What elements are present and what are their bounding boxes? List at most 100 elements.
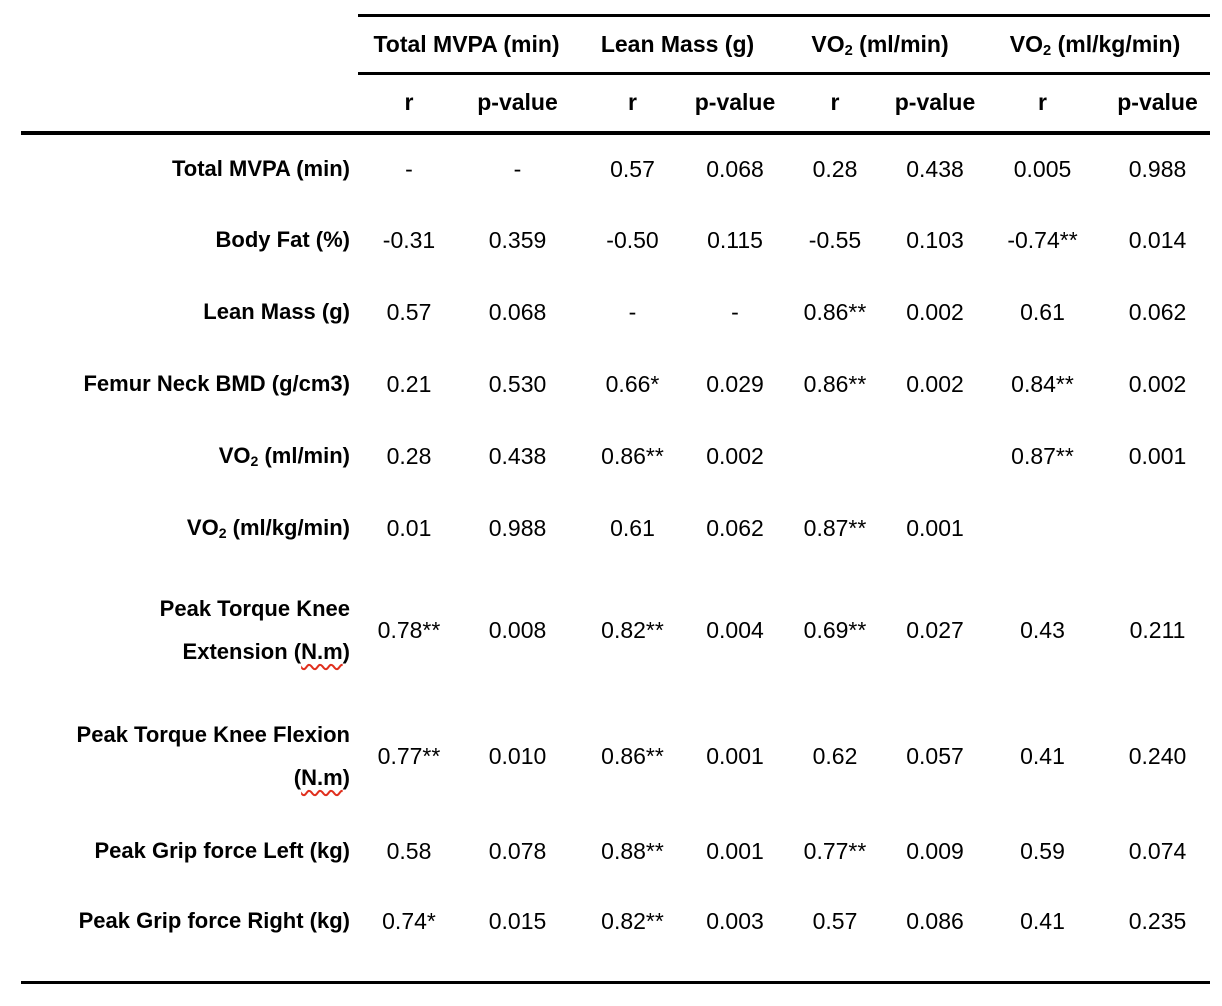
row-label-line1: Lean Mass (g)	[21, 291, 350, 334]
col-group-label: VO	[811, 31, 845, 57]
table-cell: -	[731, 299, 739, 325]
table-row: Total MVPA (min) - - 0.57 0.068 0.28 0.4…	[21, 133, 1210, 205]
table-cell: 0.068	[488, 299, 547, 325]
table-cell: -0.50	[606, 227, 659, 253]
row-label-text: Peak Torque Knee Flexion	[76, 721, 350, 747]
row-label: Femur Neck BMD (g/cm3)	[21, 349, 358, 421]
table-cell: 0.43	[1020, 617, 1065, 643]
row-label: Peak Grip force Left (kg)	[21, 817, 358, 887]
row-label: Total MVPA (min)	[21, 133, 358, 205]
row-label-text: Body Fat (%)	[215, 227, 350, 253]
table-cell: 0.001	[906, 515, 964, 541]
col-group-vo2-ml-min: VO2 (ml/min)	[780, 14, 981, 75]
table-cell: 0.74*	[358, 886, 460, 984]
col-group-label: Total MVPA (min)	[373, 31, 560, 57]
table-cell: 0.57	[386, 299, 432, 325]
correlation-table: Total MVPA (min) Lean Mass (g) VO2 (ml/m…	[21, 14, 1211, 984]
table-cell: 0.086	[890, 886, 981, 984]
row-label-text: (	[293, 764, 302, 790]
table-cell: 0.86**	[601, 743, 664, 769]
table-cell: 0.61	[610, 515, 655, 541]
table-cell: 0.068	[706, 156, 764, 182]
table-cell: 0.66*	[605, 371, 660, 397]
table-cell: 0.86**	[803, 371, 867, 397]
table-cell: 0.001	[706, 838, 764, 864]
row-label-text-post: (ml/min)	[258, 443, 350, 469]
col-subheader-p: p-value	[890, 73, 981, 135]
table-cell: 0.01	[386, 515, 432, 541]
col-group-label-post: (ml/kg/min)	[1051, 31, 1181, 57]
table-cell: 0.074	[1128, 838, 1187, 864]
table-cell: 0.004	[706, 617, 764, 643]
row-label-line1: VO2 (ml/min)	[21, 435, 350, 478]
table-cell: 0.69**	[803, 617, 867, 643]
table-cell: 0.002	[906, 371, 964, 397]
table-row: Peak Grip force Right (kg) 0.74* 0.015 0…	[21, 886, 1211, 984]
row-label: VO2 (ml/min)	[21, 421, 358, 493]
column-group-header-row: Total MVPA (min) Lean Mass (g) VO2 (ml/m…	[21, 14, 1211, 75]
table-cell: 0.027	[906, 617, 964, 643]
table-cell: 0.59	[1020, 838, 1065, 864]
row-label-line1: Peak Grip force Left (kg)	[21, 830, 350, 873]
row-label-line1: Peak Torque Knee	[21, 588, 350, 631]
row-label-text-post: )	[342, 638, 350, 664]
table-cell: 0.008	[488, 617, 547, 643]
table-cell: 0.77**	[377, 743, 441, 769]
table-cell: 0.009	[906, 838, 964, 864]
table-cell: 0.82**	[601, 617, 664, 643]
row-label-text: VO	[218, 443, 251, 469]
table-cell: 0.28	[812, 156, 858, 182]
document-page: Total MVPA (min) Lean Mass (g) VO2 (ml/m…	[21, 14, 1211, 984]
col-subheader-r: r	[980, 73, 1106, 135]
row-label-line1: Total MVPA (min)	[21, 148, 350, 191]
row-label-text: Peak Torque Knee	[159, 595, 350, 621]
misspelled-text: N.m	[301, 764, 343, 790]
table-cell: 0.87**	[1011, 443, 1074, 469]
table-row: VO2 (ml/min) 0.28 0.438 0.86** 0.002 0.8…	[21, 421, 1210, 493]
table-row: Peak Torque Knee Extension (N.m) 0.78** …	[21, 565, 1210, 697]
table-cell: 0.62	[812, 743, 858, 769]
table-cell: 0.438	[906, 156, 964, 182]
col-subheader-r: r	[358, 73, 460, 135]
row-label-line1: VO2 (ml/kg/min)	[21, 507, 350, 550]
table-row: Femur Neck BMD (g/cm3) 0.21 0.530 0.66* …	[21, 349, 1210, 421]
row-label: Body Fat (%)	[21, 205, 358, 277]
table-cell: -	[405, 156, 413, 182]
row-label-text: Extension (	[182, 638, 302, 664]
table-cell: 0.57	[780, 886, 890, 984]
table-cell: 0.002	[706, 443, 764, 469]
table-cell: 0.87**	[803, 515, 867, 541]
row-label: Lean Mass (g)	[21, 277, 358, 349]
col-subheader-p: p-value	[1105, 73, 1211, 135]
misspelled-text: N.m	[301, 638, 343, 664]
col-group-label: VO	[1009, 31, 1044, 57]
table-cell: 0.062	[706, 515, 764, 541]
table-cell: 0.359	[488, 227, 547, 253]
table-cell: 0.84**	[1011, 371, 1074, 397]
col-group-subscript: 2	[1043, 42, 1052, 59]
table-cell: 0.58	[386, 838, 432, 864]
row-label-text: Peak Grip force Right (kg)	[78, 908, 350, 934]
row-label-line1: Peak Grip force Right (kg)	[21, 900, 350, 943]
col-subheader-r: r	[575, 73, 690, 135]
table-cell: 0.015	[460, 886, 575, 984]
row-label-text: Lean Mass (g)	[203, 299, 350, 325]
row-label: Peak Torque Knee Extension (N.m)	[21, 565, 358, 697]
col-subheader-p: p-value	[690, 73, 780, 135]
table-cell: 0.86**	[601, 443, 664, 469]
row-label: VO2 (ml/kg/min)	[21, 493, 358, 565]
table-cell: 0.57	[610, 156, 655, 182]
sub-header-row: r p-value r p-value r p-value r p-value	[21, 73, 1211, 135]
table-cell: 0.235	[1105, 886, 1211, 984]
col-group-total-mvpa: Total MVPA (min)	[358, 14, 575, 75]
table-row: VO2 (ml/kg/min) 0.01 0.988 0.61 0.062 0.…	[21, 493, 1210, 565]
table-cell: 0.41	[980, 886, 1106, 984]
table-cell: 0.103	[906, 227, 964, 253]
row-label-text: VO	[186, 515, 219, 541]
table-cell: 0.78**	[377, 617, 441, 643]
row-label: Peak Grip force Right (kg)	[21, 886, 358, 984]
table-cell: 0.21	[386, 371, 432, 397]
table-cell: 0.078	[488, 838, 547, 864]
col-group-vo2-ml-kg-min: VO2 (ml/kg/min)	[980, 14, 1211, 75]
row-label-text-post: )	[342, 764, 350, 790]
